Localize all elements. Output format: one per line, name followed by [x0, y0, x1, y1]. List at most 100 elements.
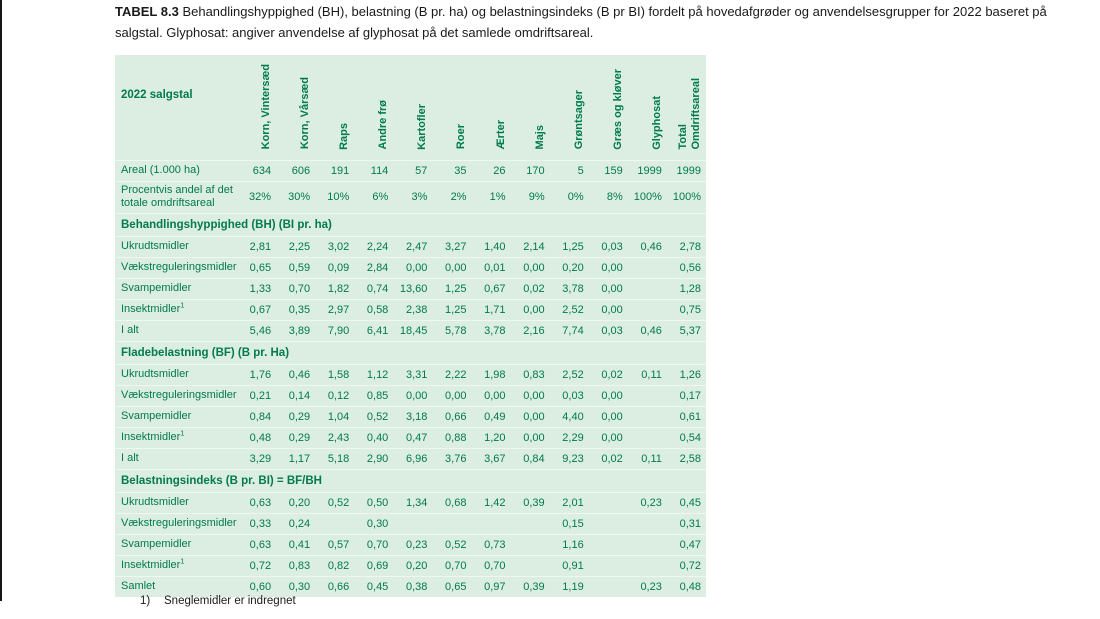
value-cell: 2,52: [562, 303, 584, 316]
value-cell: 0,97: [484, 580, 506, 593]
value-cell: 0,72: [679, 559, 701, 572]
value-cell: 1,28: [679, 282, 701, 295]
column-header-cell: Kartofler: [393, 55, 432, 160]
value-cell: 0,46: [288, 368, 311, 381]
value-cell: 0,39: [523, 580, 545, 593]
table-row: Insektmidler1 0,67 0,35 2,97 0,58 2,38 1,25 1,7…: [115, 299, 706, 320]
value-cell: 0,49: [484, 410, 506, 423]
value-cell: 0,75: [679, 303, 701, 316]
value-cell: 0,40: [366, 431, 389, 444]
footnote-marker: 1): [140, 595, 151, 607]
footnote-ref: 1: [180, 556, 185, 566]
value-cell: 2,29: [562, 431, 584, 444]
column-header: Ærter: [494, 120, 507, 150]
value-cell: 0,23: [640, 580, 662, 593]
value-cell: 0,24: [288, 517, 311, 530]
value-cell: 0,74: [366, 282, 389, 295]
table-row: Ukrudtsmidler 1,76 0,46 1,58 1,12 3,31 2,22 1,9…: [115, 364, 706, 385]
value-cell: 1,26: [679, 368, 701, 381]
value-cell: 0,23: [640, 496, 662, 509]
value-cell: 0,67: [484, 282, 506, 295]
footnote-text: Sneglemidler er indregnet: [164, 595, 296, 607]
value-cell: [628, 278, 667, 299]
value-cell: 0,48: [249, 431, 272, 444]
value-cell: 1,76: [249, 368, 272, 381]
column-header-cell: Majs: [511, 55, 550, 160]
value-cell: 3,27: [445, 240, 467, 253]
value-cell: 0,68: [445, 496, 467, 509]
value-cell: [628, 257, 667, 278]
value-cell: 0,50: [366, 496, 389, 509]
value-cell: 3,67: [484, 452, 506, 465]
value-cell: 0,46: [640, 240, 662, 253]
value-cell: 1,58: [327, 368, 350, 381]
table-row: Ukrudtsmidler 2,81 2,25 3,02 2,24 2,47 3,27 1,4…: [115, 236, 706, 257]
value-cell: 0,38: [405, 580, 428, 593]
footnote-ref: 1: [180, 300, 185, 310]
value-cell: 0,63: [249, 538, 272, 551]
table-caption: TABEL 8.3 Behandlingshyppighed (BH), bel…: [115, 1, 1083, 43]
column-header: Roer: [455, 124, 468, 150]
value-cell: 0,15: [562, 517, 584, 530]
value-cell: 1,33: [249, 282, 272, 295]
value-cell: 0,12: [327, 389, 350, 402]
value-cell: 0,57: [327, 538, 350, 551]
value-cell: [628, 406, 667, 427]
column-header-cell: Grøntsager: [550, 55, 589, 160]
value-cell: 2,22: [445, 368, 467, 381]
value-cell: 10%: [327, 191, 350, 203]
value-cell: 0,30: [288, 580, 311, 593]
value-cell: 0,00: [405, 261, 428, 274]
value-cell: 0,70: [445, 559, 467, 572]
table-row: Svampemidler 1,33 0,70 1,82 0,74 13,60 1,25 0,6…: [115, 278, 706, 299]
value-cell: 30%: [288, 191, 311, 203]
value-cell: 3%: [411, 191, 428, 203]
value-cell: 0,52: [327, 496, 350, 509]
value-cell: 35: [454, 164, 467, 177]
value-cell: 0,45: [679, 496, 701, 509]
value-cell: 0,14: [288, 389, 311, 402]
value-cell: 0,69: [366, 559, 389, 572]
value-cell: 0,03: [601, 324, 623, 337]
table-row: Insektmidler1 0,48 0,29 2,43 0,40 0,47 0,88 1,2…: [115, 427, 706, 448]
value-cell: 0,03: [601, 240, 623, 253]
value-cell: 0,85: [366, 389, 389, 402]
value-cell: 26: [493, 164, 506, 177]
row-label: Vækstreguleringsmidler: [121, 517, 237, 529]
value-cell: 0,00: [601, 261, 623, 274]
page-edge-line: [0, 0, 2, 601]
value-cell: 0,73: [484, 538, 506, 551]
value-cell: 18,45: [399, 324, 428, 337]
column-header: Total Omdriftsareal: [677, 77, 702, 150]
value-cell: 0,88: [445, 431, 467, 444]
value-cell: 4,40: [562, 410, 584, 423]
value-cell: 0,70: [484, 559, 506, 572]
value-cell: 1,42: [484, 496, 506, 509]
column-header-cell: Total Omdriftsareal: [667, 55, 706, 160]
section-header-row: Behandlingshyppighed (BH) (BI pr. ha): [115, 213, 706, 236]
value-cell: [628, 299, 667, 320]
value-cell: 0,00: [601, 303, 623, 316]
value-cell: 1,04: [327, 410, 350, 423]
row-label: Areal (1.000 ha): [121, 164, 200, 176]
value-cell: 2%: [450, 191, 467, 203]
value-cell: 0,61: [679, 410, 701, 423]
value-cell: 0,83: [523, 368, 545, 381]
value-cell: 1,12: [366, 368, 389, 381]
value-cell: 3,76: [445, 452, 467, 465]
table-row: Vækstreguleringsmidler 0,65 0,59 0,09 2,84 0,…: [115, 257, 706, 278]
value-cell: 0,54: [679, 431, 701, 444]
value-cell: 2,43: [327, 431, 350, 444]
column-header-cell: Raps: [315, 55, 354, 160]
value-cell: 0,00: [523, 431, 545, 444]
value-cell: 191: [330, 164, 350, 177]
value-cell: 2,81: [249, 240, 272, 253]
value-cell: 3,29: [249, 452, 272, 465]
column-header: Grøntsager: [572, 90, 585, 150]
column-header-cell: Korn, Vårsæd: [276, 55, 315, 160]
value-cell: 1,40: [484, 240, 506, 253]
value-cell: 2,24: [366, 240, 389, 253]
column-header-cell: Korn, Vintersæd: [237, 55, 276, 160]
column-header-cell: Andre frø: [354, 55, 393, 160]
value-cell: 0,02: [601, 452, 623, 465]
